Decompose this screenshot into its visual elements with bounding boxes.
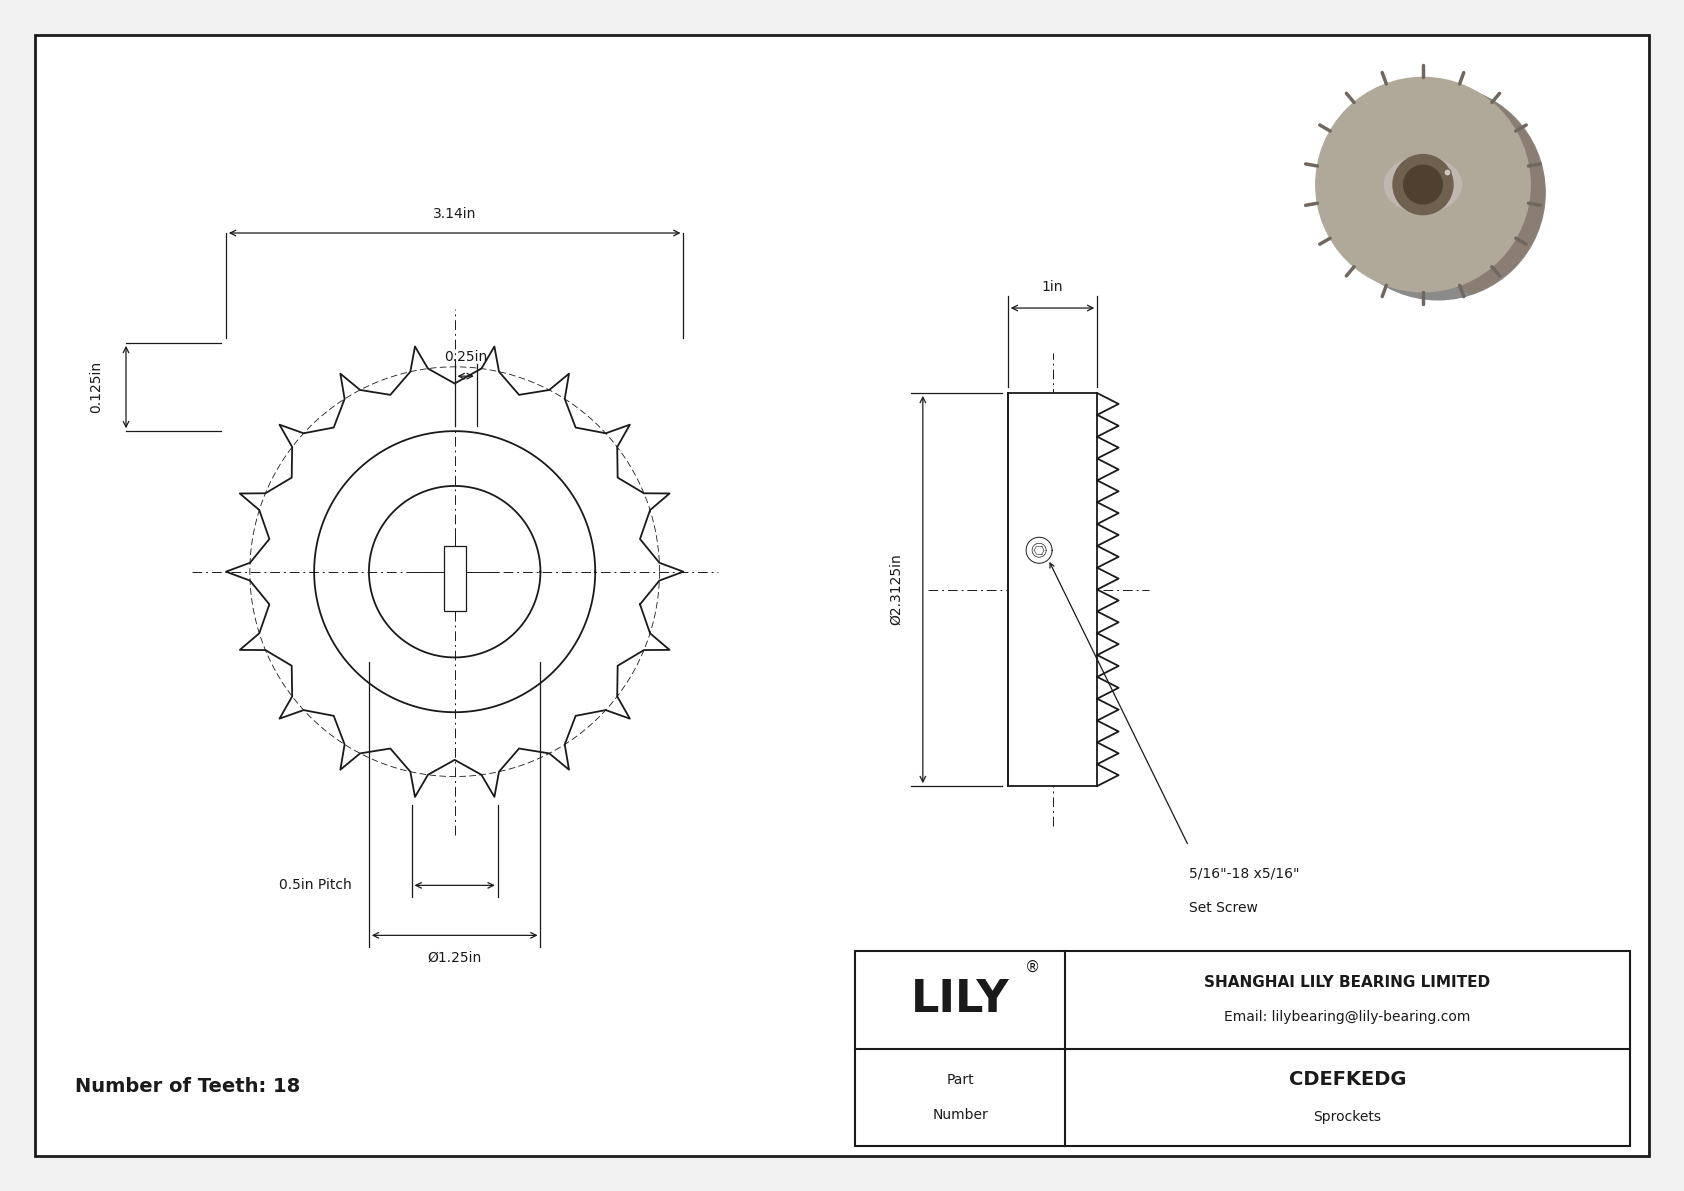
Text: 1in: 1in — [1042, 280, 1063, 294]
Ellipse shape — [1401, 166, 1475, 219]
Text: Ø2.3125in: Ø2.3125in — [889, 554, 903, 625]
Circle shape — [1315, 77, 1531, 292]
Polygon shape — [1457, 82, 1546, 294]
Text: 0.25in: 0.25in — [445, 350, 487, 364]
Text: Ø1.25in: Ø1.25in — [428, 950, 482, 965]
Circle shape — [1404, 166, 1442, 204]
Text: 0.125in: 0.125in — [89, 361, 103, 413]
Text: 0.5in Pitch: 0.5in Pitch — [280, 878, 352, 892]
Text: Sprockets: Sprockets — [1314, 1110, 1381, 1124]
Text: Set Screw: Set Screw — [1189, 902, 1258, 915]
Text: Part: Part — [946, 1073, 973, 1086]
Text: 5/16"-18 x5/16": 5/16"-18 x5/16" — [1189, 866, 1298, 880]
Text: SHANGHAI LILY BEARING LIMITED: SHANGHAI LILY BEARING LIMITED — [1204, 974, 1490, 990]
Circle shape — [1330, 86, 1546, 300]
Bar — [1007, 393, 1098, 786]
Ellipse shape — [1384, 157, 1462, 212]
Circle shape — [1393, 155, 1453, 214]
Text: 3.14in: 3.14in — [433, 207, 477, 222]
Bar — [443, 545, 466, 611]
Text: LILY: LILY — [911, 978, 1009, 1021]
Text: CDEFKEDG: CDEFKEDG — [1288, 1071, 1406, 1090]
Text: Number: Number — [933, 1108, 989, 1122]
Text: ®: ® — [1024, 960, 1039, 975]
Text: Number of Teeth: 18: Number of Teeth: 18 — [76, 1077, 300, 1096]
Text: Email: lilybearing@lily-bearing.com: Email: lilybearing@lily-bearing.com — [1224, 1010, 1470, 1024]
Bar — [855, 950, 1630, 1146]
